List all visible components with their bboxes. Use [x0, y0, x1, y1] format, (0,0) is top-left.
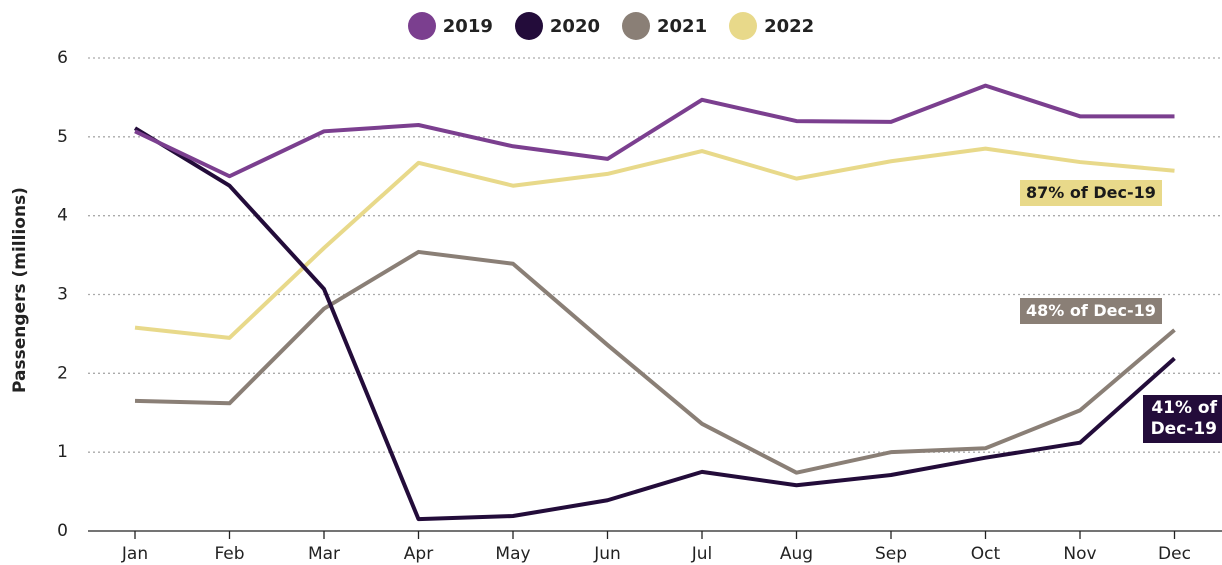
x-tick-label: Dec	[1158, 544, 1191, 564]
y-tick-label: 0	[57, 521, 68, 541]
legend-swatch	[622, 12, 650, 40]
x-tick-label: Oct	[971, 544, 1001, 564]
annotation: 87% of Dec-19	[1020, 180, 1162, 206]
legend-item: 2020	[514, 12, 600, 40]
x-tick-label: Nov	[1063, 544, 1096, 564]
y-tick-label: 4	[57, 206, 68, 226]
x-tick-label: Mar	[308, 544, 340, 564]
x-tick-label: Jun	[593, 544, 621, 564]
series-line	[134, 249, 1176, 475]
legend-item: 2019	[407, 12, 493, 40]
x-tick-label: May	[495, 544, 530, 564]
y-tick-label: 5	[57, 127, 68, 147]
annotation: 41% of Dec-19	[1143, 395, 1222, 443]
x-tick-label: Jul	[691, 544, 713, 564]
legend-swatch	[514, 12, 543, 40]
legend-label: 2019	[442, 15, 493, 37]
legend-item: 2021	[622, 12, 707, 40]
x-tick-label: Aug	[780, 544, 813, 564]
legend-swatch	[729, 12, 758, 40]
legend-label: 2022	[764, 15, 815, 37]
x-tick-label: Apr	[404, 544, 433, 564]
legend-swatch	[407, 12, 436, 40]
y-tick-label: 2	[57, 363, 68, 383]
series-line	[134, 146, 1175, 340]
series-line	[133, 126, 1176, 522]
y-axis-label: Passengers (millions)	[10, 187, 30, 393]
annotation: 48% of Dec-19	[1020, 298, 1162, 324]
x-tick-label: Feb	[214, 544, 244, 564]
legend: 2019 2020 2021 2022	[0, 12, 1222, 40]
y-tick-label: 3	[57, 285, 68, 305]
y-tick-label: 1	[57, 442, 68, 462]
legend-item: 2022	[729, 12, 814, 40]
series-line	[134, 83, 1175, 179]
y-tick-label: 6	[57, 48, 68, 68]
legend-label: 2020	[549, 15, 600, 37]
legend-label: 2021	[657, 15, 708, 37]
x-tick-label: Sep	[875, 544, 907, 564]
x-tick-label: Jan	[121, 544, 148, 564]
